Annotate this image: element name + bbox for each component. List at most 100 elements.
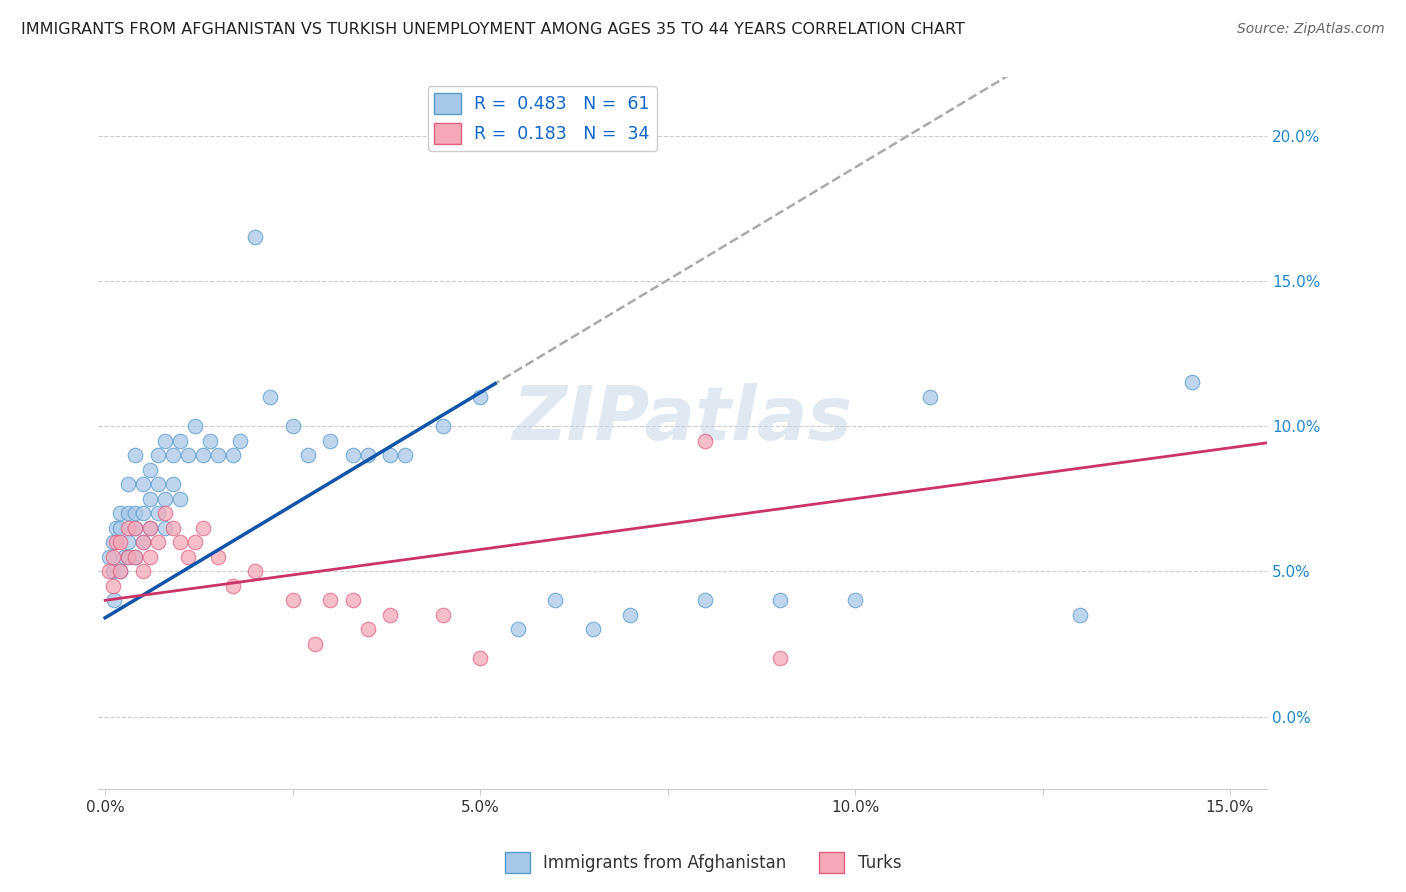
Point bbox=[207, 549, 229, 564]
Point bbox=[103, 593, 125, 607]
Point bbox=[356, 623, 378, 637]
Point bbox=[139, 491, 162, 506]
Point bbox=[297, 448, 319, 462]
Point bbox=[169, 535, 191, 549]
Point bbox=[581, 623, 603, 637]
Point bbox=[108, 535, 131, 549]
Point bbox=[769, 593, 792, 607]
Point bbox=[184, 535, 207, 549]
Point bbox=[153, 521, 176, 535]
Point bbox=[124, 448, 146, 462]
Point bbox=[342, 593, 364, 607]
Point bbox=[112, 549, 135, 564]
Point bbox=[146, 448, 169, 462]
Point bbox=[544, 593, 567, 607]
Point bbox=[394, 448, 416, 462]
Text: Source: ZipAtlas.com: Source: ZipAtlas.com bbox=[1237, 22, 1385, 37]
Point bbox=[131, 506, 153, 520]
Text: IMMIGRANTS FROM AFGHANISTAN VS TURKISH UNEMPLOYMENT AMONG AGES 35 TO 44 YEARS CO: IMMIGRANTS FROM AFGHANISTAN VS TURKISH U… bbox=[21, 22, 965, 37]
Point bbox=[124, 506, 146, 520]
Point bbox=[176, 448, 198, 462]
Point bbox=[117, 549, 139, 564]
Point bbox=[117, 549, 139, 564]
Point bbox=[139, 521, 162, 535]
Point bbox=[117, 521, 139, 535]
Point bbox=[432, 419, 454, 434]
Point bbox=[468, 651, 491, 665]
Point bbox=[1181, 376, 1204, 390]
Point bbox=[108, 564, 131, 578]
Point bbox=[139, 521, 162, 535]
Point bbox=[131, 535, 153, 549]
Point bbox=[108, 521, 131, 535]
Point bbox=[221, 579, 243, 593]
Point bbox=[117, 477, 139, 491]
Point bbox=[146, 506, 169, 520]
Point bbox=[162, 448, 184, 462]
Point bbox=[319, 593, 342, 607]
Point bbox=[97, 549, 120, 564]
Legend: R =  0.483   N =  61, R =  0.183   N =  34: R = 0.483 N = 61, R = 0.183 N = 34 bbox=[427, 87, 657, 151]
Point bbox=[506, 623, 529, 637]
Point bbox=[221, 448, 243, 462]
Point bbox=[184, 419, 207, 434]
Point bbox=[378, 448, 401, 462]
Point bbox=[101, 564, 124, 578]
Point bbox=[191, 448, 214, 462]
Point bbox=[139, 549, 162, 564]
Text: ZIPatlas: ZIPatlas bbox=[513, 383, 852, 456]
Point bbox=[693, 434, 716, 448]
Point bbox=[1069, 607, 1091, 622]
Point bbox=[281, 593, 304, 607]
Point bbox=[108, 506, 131, 520]
Point bbox=[108, 564, 131, 578]
Point bbox=[468, 390, 491, 404]
Point bbox=[162, 521, 184, 535]
Point bbox=[153, 491, 176, 506]
Point bbox=[105, 521, 128, 535]
Point bbox=[146, 535, 169, 549]
Point bbox=[918, 390, 941, 404]
Point bbox=[191, 521, 214, 535]
Point bbox=[378, 607, 401, 622]
Point bbox=[281, 419, 304, 434]
Point bbox=[153, 506, 176, 520]
Point bbox=[117, 535, 139, 549]
Point bbox=[259, 390, 281, 404]
Point bbox=[176, 549, 198, 564]
Point bbox=[101, 579, 124, 593]
Point bbox=[356, 448, 378, 462]
Point bbox=[124, 549, 146, 564]
Point bbox=[229, 434, 252, 448]
Point bbox=[131, 477, 153, 491]
Point bbox=[124, 521, 146, 535]
Point bbox=[243, 564, 266, 578]
Point bbox=[169, 434, 191, 448]
Point bbox=[153, 434, 176, 448]
Point bbox=[319, 434, 342, 448]
Point bbox=[146, 477, 169, 491]
Point bbox=[342, 448, 364, 462]
Point bbox=[105, 535, 128, 549]
Point bbox=[432, 607, 454, 622]
Point bbox=[124, 549, 146, 564]
Point bbox=[139, 462, 162, 476]
Point bbox=[101, 535, 124, 549]
Point bbox=[162, 477, 184, 491]
Point bbox=[198, 434, 221, 448]
Point bbox=[207, 448, 229, 462]
Point bbox=[243, 230, 266, 244]
Point bbox=[117, 506, 139, 520]
Point bbox=[101, 549, 124, 564]
Point bbox=[304, 637, 326, 651]
Point bbox=[97, 564, 120, 578]
Point bbox=[131, 535, 153, 549]
Point bbox=[131, 564, 153, 578]
Point bbox=[693, 593, 716, 607]
Point bbox=[619, 607, 641, 622]
Point bbox=[844, 593, 866, 607]
Point bbox=[169, 491, 191, 506]
Point bbox=[124, 521, 146, 535]
Point bbox=[769, 651, 792, 665]
Legend: Immigrants from Afghanistan, Turks: Immigrants from Afghanistan, Turks bbox=[498, 846, 908, 880]
